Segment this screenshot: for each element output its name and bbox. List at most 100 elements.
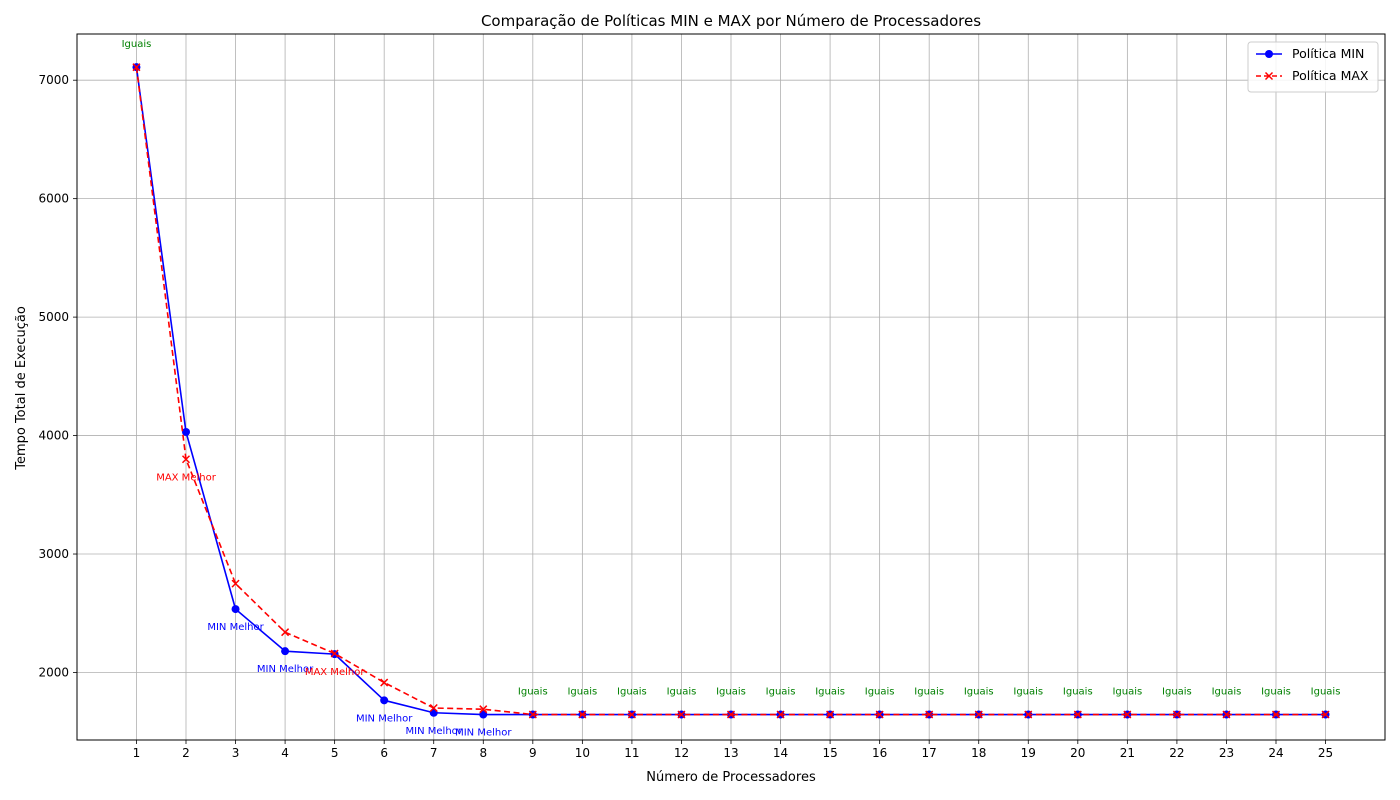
y-tick-label: 3000 bbox=[38, 547, 69, 561]
x-tick-label: 22 bbox=[1169, 746, 1184, 760]
x-tick-label: 16 bbox=[872, 746, 887, 760]
annotation-label: Iguais bbox=[1162, 687, 1192, 698]
annotation-label: Iguais bbox=[766, 687, 796, 698]
annotation-label: MIN Melhor bbox=[455, 728, 512, 739]
point-max bbox=[627, 710, 636, 719]
point-max bbox=[1321, 710, 1330, 719]
point-max bbox=[677, 710, 686, 719]
legend-marker-max bbox=[1264, 71, 1274, 81]
point-max bbox=[1222, 710, 1231, 719]
point-max bbox=[330, 649, 339, 658]
annotation-label: MIN Melhor bbox=[257, 664, 314, 675]
annotation-label: MIN Melhor bbox=[356, 713, 413, 724]
x-tick-label: 5 bbox=[331, 746, 339, 760]
x-tick-label: 2 bbox=[182, 746, 190, 760]
chart-title: Comparação de Políticas MIN e MAX por Nú… bbox=[481, 12, 981, 30]
point-min bbox=[182, 428, 190, 437]
x-tick-label: 3 bbox=[232, 746, 240, 760]
x-tick-label: 8 bbox=[479, 746, 487, 760]
annotation-label: MAX Melhor bbox=[156, 472, 217, 483]
annotation-label: Iguais bbox=[1013, 687, 1043, 698]
annotation-label: Iguais bbox=[567, 687, 597, 698]
annotation-label: Iguais bbox=[1112, 687, 1142, 698]
annotation-label: Iguais bbox=[1261, 687, 1291, 698]
point-max bbox=[528, 710, 537, 719]
point-max bbox=[925, 710, 934, 719]
point-max bbox=[1024, 710, 1033, 719]
point-min bbox=[380, 696, 389, 705]
annotation-label: Iguais bbox=[716, 687, 746, 698]
point-max bbox=[974, 710, 983, 719]
point-max bbox=[1073, 710, 1082, 719]
legend-label-min: Política MIN bbox=[1292, 46, 1364, 61]
x-tick-label: 13 bbox=[723, 746, 738, 760]
point-max bbox=[776, 710, 785, 719]
point-max bbox=[380, 678, 389, 687]
grid bbox=[77, 34, 1385, 740]
annotation-label: Iguais bbox=[1063, 687, 1093, 698]
point-max bbox=[181, 455, 191, 464]
x-axis-ticks: 1 2 3 4 5 6 7 8 9 10 11 12 13 14 15 16 17 18 19 20 21 22 23 24 2… bbox=[133, 740, 1333, 760]
point-max bbox=[281, 628, 290, 637]
x-tick-label: 6 bbox=[380, 746, 388, 760]
point-min bbox=[281, 647, 290, 656]
annotation-label: Iguais bbox=[617, 687, 647, 698]
x-tick-label: 17 bbox=[922, 746, 937, 760]
point-max bbox=[429, 703, 438, 713]
x-tick-label: 1 bbox=[133, 746, 141, 760]
annotation-label: Iguais bbox=[122, 39, 152, 50]
annotation-label: MAX Melhor bbox=[305, 667, 366, 678]
x-tick-label: 19 bbox=[1021, 746, 1036, 760]
point-max bbox=[132, 63, 141, 72]
x-tick-label: 12 bbox=[674, 746, 689, 760]
point-max bbox=[231, 579, 240, 588]
legend: Política MIN Política MAX bbox=[1247, 41, 1379, 93]
x-tick-label: 15 bbox=[822, 746, 837, 760]
annotation-label: Iguais bbox=[964, 687, 994, 698]
point-min bbox=[479, 710, 488, 719]
point-max bbox=[1271, 710, 1281, 719]
y-tick-label: 2000 bbox=[38, 665, 69, 679]
point-max bbox=[1123, 710, 1132, 719]
point-max bbox=[479, 705, 488, 714]
x-tick-label: 20 bbox=[1070, 746, 1085, 760]
x-tick-label: 21 bbox=[1120, 746, 1135, 760]
point-min bbox=[231, 605, 240, 614]
legend-marker-min bbox=[1265, 50, 1273, 58]
point-max bbox=[875, 710, 884, 719]
y-tick-label: 6000 bbox=[38, 192, 69, 206]
x-tick-label: 11 bbox=[624, 746, 639, 760]
annotation-label: MIN Melhor bbox=[406, 726, 463, 737]
annotation-label: Iguais bbox=[815, 687, 845, 698]
x-axis-label: Número de Processadores bbox=[646, 770, 816, 785]
x-tick-label: 10 bbox=[575, 746, 590, 760]
point-max bbox=[578, 710, 587, 719]
point-max bbox=[726, 710, 736, 719]
annotation-label: Iguais bbox=[667, 687, 697, 698]
annotation-label: Iguais bbox=[914, 687, 944, 698]
x-tick-label: 14 bbox=[773, 746, 788, 760]
series-layer bbox=[132, 63, 1330, 719]
annotation-label: Iguais bbox=[865, 687, 895, 698]
annotation-label: MIN Melhor bbox=[207, 622, 264, 633]
x-tick-label: 4 bbox=[281, 746, 289, 760]
y-tick-label: 5000 bbox=[38, 310, 69, 324]
point-max bbox=[826, 710, 835, 719]
annotation-label: Iguais bbox=[1311, 687, 1341, 698]
y-axis-ticks: 2000 3000 4000 5000 6000 7000 bbox=[38, 73, 77, 679]
x-tick-label: 7 bbox=[430, 746, 438, 760]
annotation-label: Iguais bbox=[518, 687, 548, 698]
y-tick-label: 4000 bbox=[38, 429, 69, 443]
point-max bbox=[1172, 710, 1181, 719]
y-axis-label: Tempo Total de Execução bbox=[14, 306, 29, 471]
x-tick-label: 24 bbox=[1268, 746, 1283, 760]
annotation-label: Iguais bbox=[1212, 687, 1242, 698]
x-tick-label: 9 bbox=[529, 746, 537, 760]
x-tick-label: 25 bbox=[1318, 746, 1333, 760]
y-tick-label: 7000 bbox=[38, 73, 69, 87]
legend-label-max: Política MAX bbox=[1292, 68, 1369, 83]
